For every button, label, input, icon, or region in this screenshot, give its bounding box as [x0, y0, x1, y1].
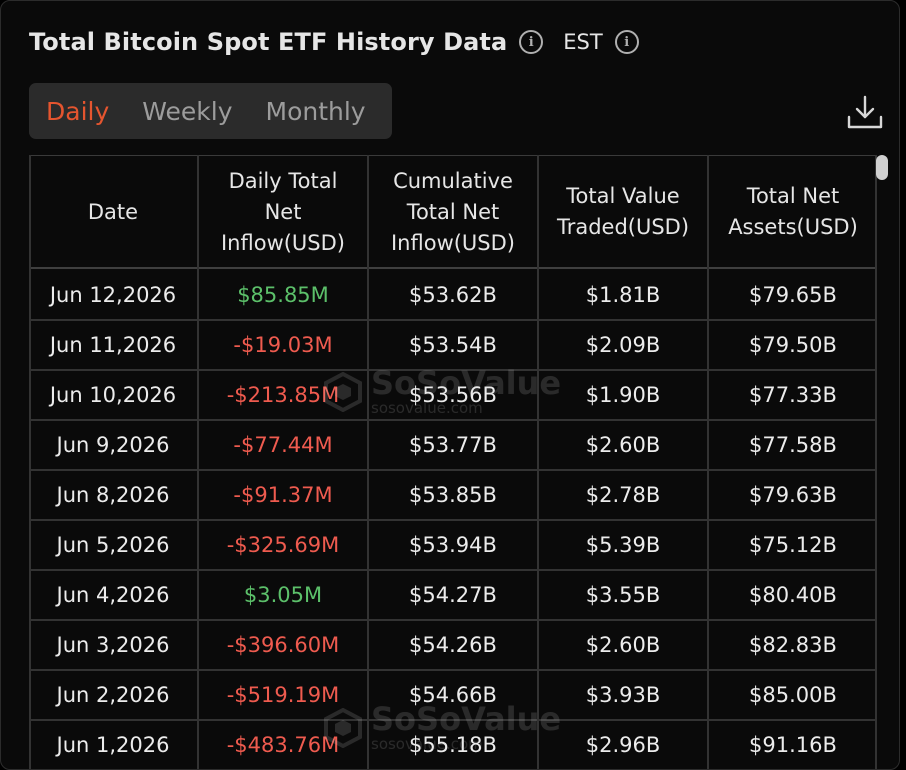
- col-cumulative-inflow[interactable]: Cumulative Total Net Inflow(USD): [390, 168, 515, 255]
- cell-daily-inflow: -$77.44M: [233, 433, 333, 457]
- cell-value-traded: $2.60B: [585, 633, 661, 657]
- tab-weekly[interactable]: Weekly: [142, 96, 233, 126]
- tab-daily[interactable]: Daily: [46, 96, 110, 126]
- cell-cumulative-inflow: $53.54B: [409, 333, 497, 357]
- table-header: Date Daily Total Net Inflow(USD) Cumulat…: [29, 155, 877, 269]
- table-row[interactable]: Jun 12,2026 $85.85M $53.62B $1.81B $79.65B: [29, 271, 877, 321]
- header: Total Bitcoin Spot ETF History Data i ES…: [29, 25, 639, 59]
- table-divider: [707, 155, 709, 769]
- cell-cumulative-inflow: $53.56B: [409, 383, 497, 407]
- cell-date: Jun 9,2026: [56, 433, 170, 457]
- cell-cumulative-inflow: $54.66B: [409, 683, 497, 707]
- table-divider: [875, 155, 877, 769]
- cell-cumulative-inflow: $55.18B: [409, 733, 497, 757]
- info-icon[interactable]: i: [519, 30, 544, 54]
- timezone-info-icon[interactable]: i: [614, 30, 639, 54]
- page-title: Total Bitcoin Spot ETF History Data: [29, 28, 508, 56]
- col-value-traded[interactable]: Total Value Traded(USD): [556, 184, 690, 239]
- col-net-assets[interactable]: Total Net Assets(USD): [728, 184, 858, 239]
- cell-net-assets: $77.58B: [749, 433, 837, 457]
- scrollbar-thumb[interactable]: [876, 155, 888, 180]
- cell-daily-inflow: $85.85M: [237, 283, 329, 307]
- cell-date: Jun 3,2026: [56, 633, 170, 657]
- cell-cumulative-inflow: $54.26B: [409, 633, 497, 657]
- table-divider: [197, 155, 199, 769]
- cell-date: Jun 12,2026: [49, 283, 177, 307]
- cell-value-traded: $1.90B: [585, 383, 661, 407]
- table-row[interactable]: Jun 2,2026 -$519.19M $54.66B $3.93B $85.00B: [29, 671, 877, 721]
- period-tabs: Daily Weekly Monthly: [29, 83, 392, 139]
- cell-cumulative-inflow: $53.62B: [409, 283, 497, 307]
- cell-net-assets: $77.33B: [749, 383, 837, 407]
- cell-value-traded: $3.55B: [585, 583, 661, 607]
- cell-date: Jun 11,2026: [49, 333, 177, 357]
- cell-cumulative-inflow: $53.94B: [409, 533, 497, 557]
- cell-value-traded: $2.60B: [585, 433, 661, 457]
- cell-date: Jun 2,2026: [56, 683, 170, 707]
- table-row[interactable]: Jun 4,2026 $3.05M $54.27B $3.55B $80.40B: [29, 571, 877, 621]
- cell-value-traded: $1.81B: [585, 283, 661, 307]
- cell-date: Jun 5,2026: [56, 533, 170, 557]
- table-divider: [367, 155, 369, 769]
- cell-daily-inflow: -$325.69M: [226, 533, 340, 557]
- cell-net-assets: $75.12B: [749, 533, 837, 557]
- tab-monthly[interactable]: Monthly: [265, 96, 366, 126]
- cell-daily-inflow: -$519.19M: [226, 683, 340, 707]
- table-row[interactable]: Jun 9,2026 -$77.44M $53.77B $2.60B $77.58B: [29, 421, 877, 471]
- cell-value-traded: $3.93B: [585, 683, 661, 707]
- cell-daily-inflow: -$483.76M: [226, 733, 340, 757]
- download-icon[interactable]: [847, 95, 883, 131]
- table-divider: [537, 155, 539, 769]
- table-row[interactable]: Jun 1,2026 -$483.76M $55.18B $2.96B $91.16B: [29, 721, 877, 769]
- col-date[interactable]: Date: [87, 199, 139, 224]
- col-daily-inflow[interactable]: Daily Total Net Inflow(USD): [220, 168, 345, 255]
- cell-net-assets: $79.63B: [749, 483, 837, 507]
- cell-date: Jun 10,2026: [49, 383, 177, 407]
- timezone-label: EST: [563, 30, 603, 54]
- table-row[interactable]: Jun 5,2026 -$325.69M $53.94B $5.39B $75.12B: [29, 521, 877, 571]
- cell-value-traded: $2.78B: [585, 483, 661, 507]
- table-divider: [29, 155, 31, 769]
- cell-daily-inflow: $3.05M: [243, 583, 323, 607]
- cell-net-assets: $79.50B: [749, 333, 837, 357]
- table-row[interactable]: Jun 3,2026 -$396.60M $54.26B $2.60B $82.83B: [29, 621, 877, 671]
- history-table: Date Daily Total Net Inflow(USD) Cumulat…: [29, 155, 877, 769]
- cell-date: Jun 4,2026: [56, 583, 170, 607]
- cell-net-assets: $85.00B: [749, 683, 837, 707]
- cell-value-traded: $5.39B: [585, 533, 661, 557]
- cell-daily-inflow: -$91.37M: [233, 483, 333, 507]
- cell-daily-inflow: -$19.03M: [233, 333, 333, 357]
- table-row[interactable]: Jun 8,2026 -$91.37M $53.85B $2.78B $79.63B: [29, 471, 877, 521]
- cell-cumulative-inflow: $53.77B: [409, 433, 497, 457]
- cell-date: Jun 8,2026: [56, 483, 170, 507]
- cell-value-traded: $2.09B: [585, 333, 661, 357]
- cell-net-assets: $79.65B: [749, 283, 837, 307]
- cell-net-assets: $80.40B: [749, 583, 837, 607]
- cell-daily-inflow: -$396.60M: [226, 633, 340, 657]
- cell-value-traded: $2.96B: [585, 733, 661, 757]
- cell-net-assets: $91.16B: [749, 733, 837, 757]
- cell-daily-inflow: -$213.85M: [226, 383, 340, 407]
- cell-net-assets: $82.83B: [749, 633, 837, 657]
- cell-date: Jun 1,2026: [56, 733, 170, 757]
- cell-cumulative-inflow: $53.85B: [409, 483, 497, 507]
- table-row[interactable]: Jun 11,2026 -$19.03M $53.54B $2.09B $79.50B: [29, 321, 877, 371]
- table-row[interactable]: Jun 10,2026 -$213.85M $53.56B $1.90B $77.33B: [29, 371, 877, 421]
- cell-cumulative-inflow: $54.27B: [409, 583, 497, 607]
